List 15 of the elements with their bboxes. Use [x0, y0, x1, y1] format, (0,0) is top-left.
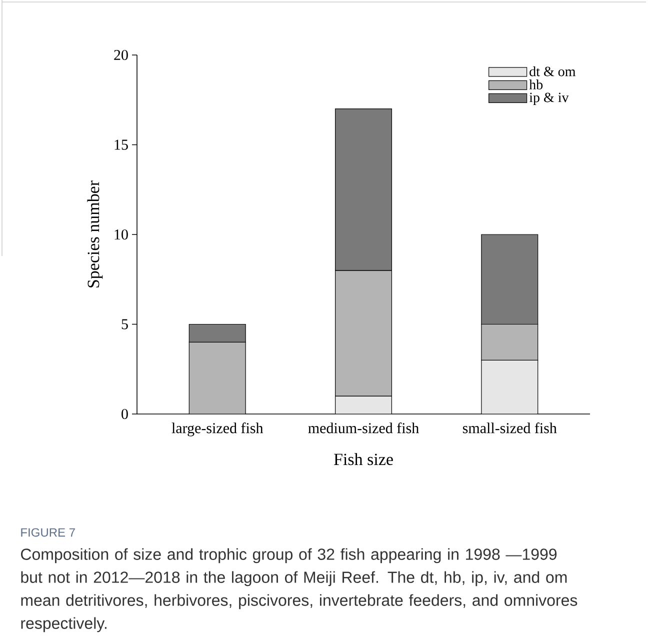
legend-label: ip & iv — [529, 92, 569, 106]
y-tick-label: 5 — [122, 319, 128, 330]
y-tick-label: 15 — [114, 140, 128, 150]
text: Composition of size and trophic group of 32 fish appearing in 1998 —1999 but not in 2012—2018 in the lagoon of Meiji Reef. The dt, hb, ip, iv, and om mean detritivores, herbivores, piscivores, invertebrate feeders, and omnivores respectively. — [21, 548, 578, 632]
y-axis-title: Species number — [87, 180, 103, 288]
y-tick-label: 0 — [122, 408, 128, 420]
x-axis-title: Fish size — [334, 453, 393, 466]
caption: FIGURE 7 — [21, 528, 75, 537]
x-tick-label: small-sized fish — [462, 422, 557, 434]
legend-label: dt & om — [530, 66, 576, 76]
y-tick-label: 20 — [114, 50, 128, 60]
y-tick-label: 10 — [114, 229, 128, 240]
legend-label: hb — [529, 80, 543, 90]
x-tick-label: medium-sized fish — [308, 422, 419, 434]
x-tick-label: large-sized fish — [172, 422, 264, 436]
